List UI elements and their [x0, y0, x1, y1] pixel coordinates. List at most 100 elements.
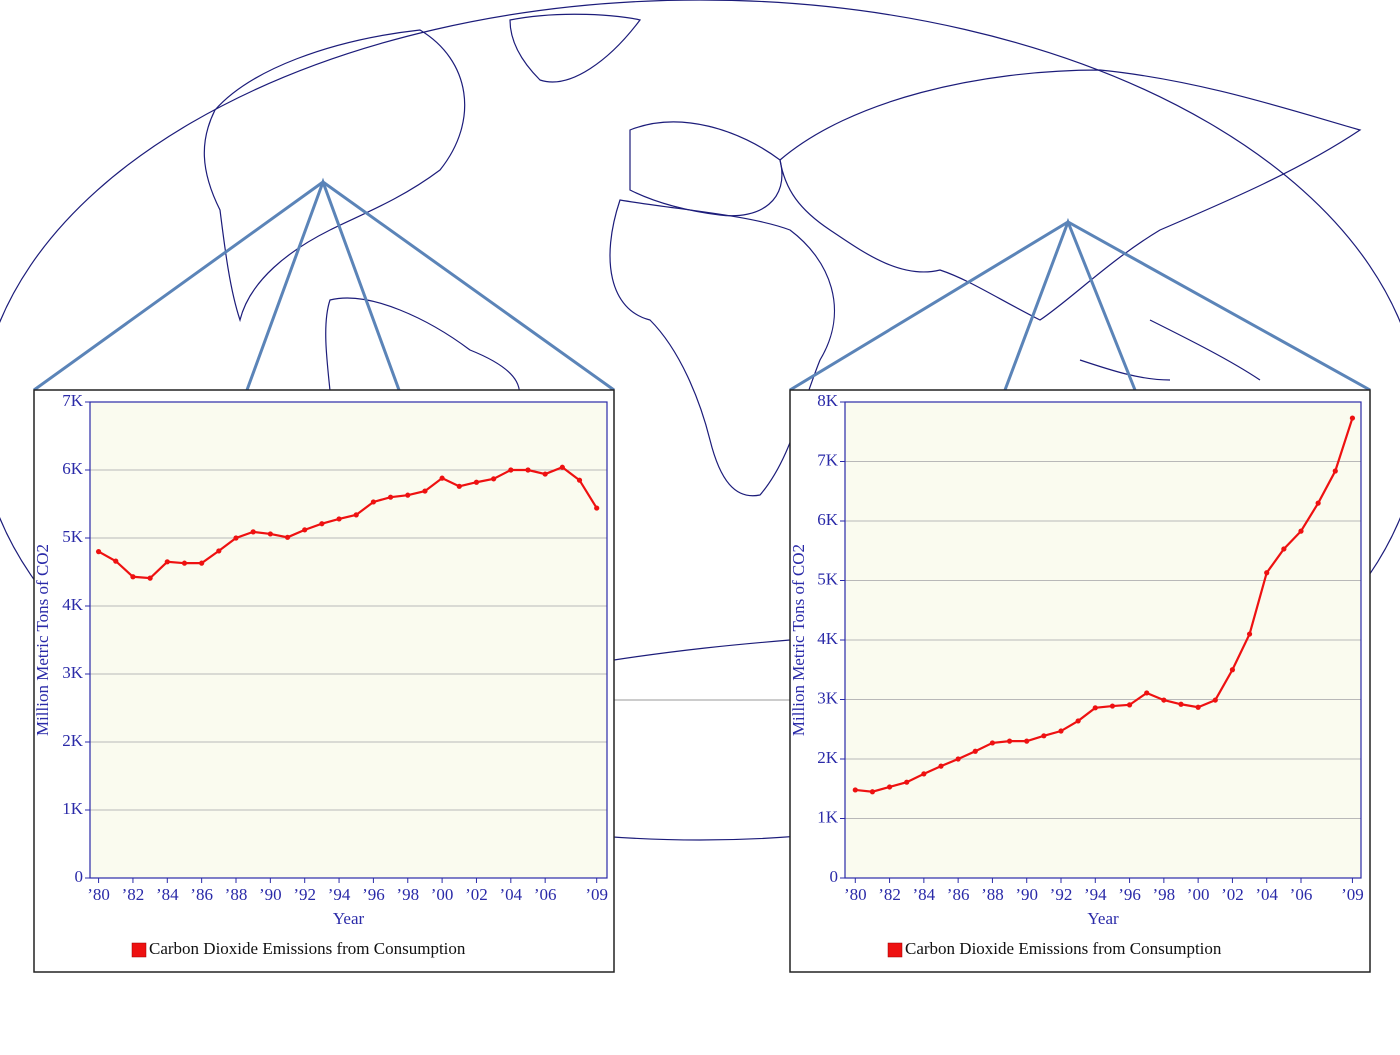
x-tick-label: ’86 [947, 885, 970, 904]
x-tick-label: ’94 [328, 885, 351, 904]
y-tick-label: 2K [62, 731, 84, 750]
data-point [1126, 702, 1133, 708]
x-axis-label: Year [1087, 909, 1119, 928]
data-point [1281, 546, 1287, 552]
x-tick-label: ’90 [259, 885, 282, 904]
data-point [869, 789, 876, 795]
chart-panel: 0 1K 2K 3K 4K 5K 6K 7K ’80 ’82 ’84 ’86 ’88 ’90 ’92 ’94 ’… [33, 389, 615, 973]
x-tick-label: ’02 [1221, 885, 1244, 904]
x-tick-label: ’94 [1084, 885, 1107, 904]
antarctica [613, 639, 791, 661]
data-line [855, 417, 1354, 793]
zoom-china [789, 217, 1371, 392]
x-tick-label: ’80 [87, 885, 110, 904]
data-point [886, 784, 893, 790]
y-tick-label: 0 [830, 867, 839, 886]
y-tick-label: 8K [817, 391, 839, 410]
x-tick-label: ’00 [1187, 885, 1210, 904]
data-line [98, 466, 598, 580]
data-point [1006, 738, 1013, 744]
x-tick-label: ’09 [1341, 885, 1364, 904]
data-point [542, 471, 548, 477]
x-tick-label: ’98 [396, 885, 419, 904]
y-tick-label: 2K [817, 748, 839, 767]
north-america [203, 29, 466, 323]
data-point [1349, 415, 1356, 421]
x-tick-label: ’84 [913, 885, 936, 904]
data-point [1315, 500, 1321, 506]
x-tick-label: ’90 [1015, 885, 1038, 904]
data-point [456, 483, 462, 489]
data-point [164, 559, 170, 565]
data-point [353, 512, 359, 518]
y-tick-label: 3K [817, 688, 839, 707]
x-tick-label: ’88 [981, 885, 1004, 904]
data-point [525, 467, 531, 473]
x-tick-label: ’80 [844, 885, 867, 904]
y-tick-label: 7K [62, 391, 84, 410]
data-point [989, 740, 996, 746]
greenland [509, 13, 642, 83]
x-tick-label: ’04 [1255, 885, 1278, 904]
zoom-usa [33, 177, 615, 392]
data-point [1246, 631, 1253, 637]
data-point [422, 488, 428, 494]
data-point [1229, 667, 1236, 673]
legend-swatch [131, 942, 147, 958]
data-point [336, 516, 342, 522]
islands [1079, 319, 1261, 381]
data-point [1195, 704, 1201, 710]
y-tick-label: 1K [817, 807, 839, 826]
x-tick-label: ’92 [293, 885, 316, 904]
x-tick-label: ’88 [225, 885, 248, 904]
data-point [938, 763, 944, 769]
y-tick-label: 5K [817, 569, 839, 588]
plot-border [89, 401, 608, 879]
data-point [302, 527, 308, 533]
data-point [1024, 738, 1030, 744]
data-point [113, 558, 119, 564]
map-outline [0, 0, 1400, 841]
data-point [1212, 697, 1218, 703]
africa [609, 199, 835, 497]
y-tick-label: 3K [62, 663, 84, 682]
data-point [267, 531, 273, 537]
data-point [1332, 468, 1338, 474]
data-point [1264, 570, 1270, 576]
data-point [405, 492, 411, 498]
x-tick-label: ’86 [190, 885, 213, 904]
x-tick-label: ’00 [431, 885, 454, 904]
data-point [972, 748, 978, 754]
data-point [921, 771, 927, 777]
x-tick-label: ’84 [156, 885, 179, 904]
data-point [559, 464, 565, 470]
data-point [594, 505, 600, 511]
legend-label: Carbon Dioxide Emissions from Consumptio… [905, 939, 1222, 958]
data-point [250, 529, 256, 535]
y-tick-label: 6K [62, 459, 84, 478]
x-tick-label: ’06 [1290, 885, 1313, 904]
data-point [955, 756, 961, 762]
y-tick-label: 7K [817, 450, 839, 469]
data-point [233, 535, 239, 541]
y-tick-label: 0 [75, 867, 84, 886]
data-point [1298, 528, 1304, 534]
data-point [1144, 690, 1150, 696]
legend-swatch [887, 942, 903, 958]
data-point [508, 467, 514, 473]
data-point [387, 494, 394, 500]
data-point [1092, 705, 1098, 711]
y-axis-label: Million Metric Tons of CO2 [33, 544, 52, 736]
data-point [1161, 697, 1167, 703]
data-point [1058, 728, 1064, 734]
y-axis-label: Million Metric Tons of CO2 [789, 544, 808, 736]
data-point [181, 560, 188, 566]
data-point [1178, 701, 1184, 707]
x-tick-label: ’96 [1118, 885, 1141, 904]
x-tick-label: ’82 [878, 885, 901, 904]
data-point [1041, 733, 1047, 739]
data-point [284, 534, 291, 540]
y-tick-label: 4K [62, 595, 84, 614]
data-point [852, 787, 858, 793]
